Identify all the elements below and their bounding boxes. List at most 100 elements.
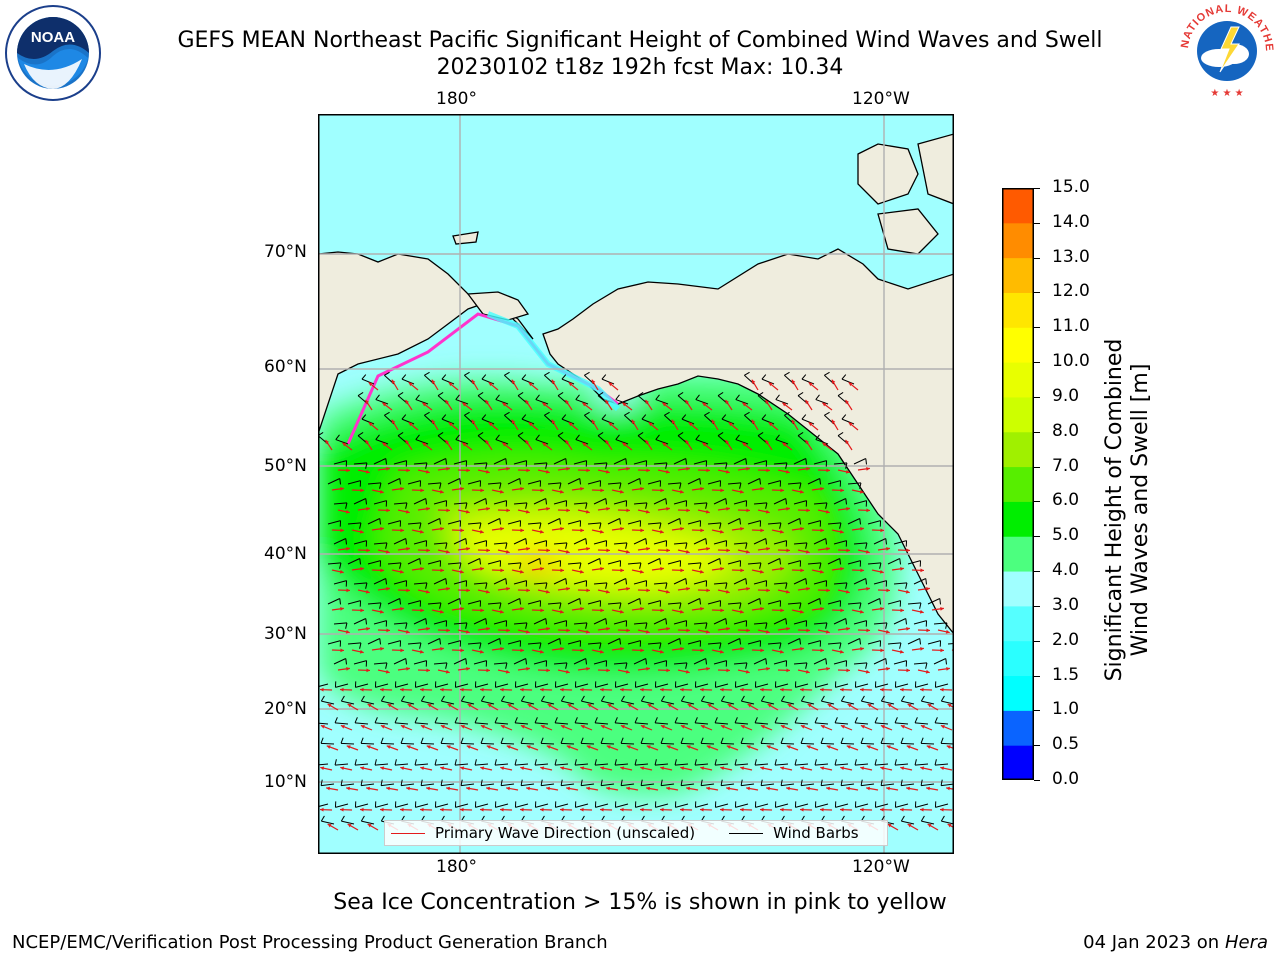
wave-direction-arrowhead — [545, 469, 550, 474]
wave-direction-arrowhead — [565, 399, 570, 404]
wind-barb — [733, 662, 748, 669]
wave-direction-arrowhead — [360, 807, 364, 812]
colorbar-tick-mark — [1034, 257, 1040, 259]
wave-direction-arrowhead — [726, 506, 730, 511]
wind-barb — [573, 658, 588, 665]
wave-direction-arrowhead — [520, 766, 525, 771]
colorbar-segment — [1002, 396, 1034, 433]
wind-barb — [433, 662, 448, 669]
wave-direction-arrowhead — [940, 766, 945, 771]
wave-direction-arrowhead — [419, 649, 424, 654]
wave-direction-arrowhead — [600, 488, 604, 493]
wind-barb — [587, 522, 602, 529]
wave-direction-arrowhead — [566, 745, 571, 749]
wave-direction-arrowhead — [667, 703, 672, 708]
wind-barb — [840, 695, 855, 705]
wave-direction-arrowhead — [865, 669, 870, 674]
colorbar-tick-label: 12.0 — [1052, 281, 1090, 302]
wind-barb — [487, 482, 502, 489]
wave-direction-arrowhead — [488, 422, 493, 427]
wind-barb — [834, 759, 849, 766]
wind-barb — [735, 394, 749, 405]
wind-barb — [693, 538, 708, 545]
wave-direction-arrowhead — [659, 529, 664, 534]
colorbar-tick-mark — [1034, 327, 1040, 329]
wave-direction-arrowhead — [900, 807, 904, 812]
wave-direction-arrowhead — [440, 687, 444, 692]
wave-direction-arrowhead — [740, 766, 745, 771]
wind-barb — [487, 602, 502, 609]
wind-barb — [807, 520, 822, 527]
wind-barb — [753, 538, 768, 545]
wave-direction-arrowhead — [645, 509, 650, 514]
wind-barb — [535, 434, 549, 445]
wave-direction-arrowhead — [766, 745, 771, 749]
wave-direction-arrowhead — [386, 466, 390, 471]
wind-barb — [467, 600, 482, 607]
wind-barb — [573, 580, 588, 587]
wind-barb — [547, 482, 562, 489]
wind-barb — [914, 801, 929, 808]
wave-direction-arrowhead — [899, 649, 904, 654]
wind-barb — [753, 460, 768, 467]
wave-direction-arrowhead — [466, 745, 471, 749]
wave-direction-arrowhead — [860, 807, 864, 812]
wave-direction-arrowhead — [500, 687, 504, 692]
wave-direction-arrowhead — [446, 745, 451, 749]
wave-direction-arrowhead — [380, 568, 384, 573]
wind-barb — [340, 737, 355, 745]
wave-direction-arrowhead — [686, 466, 690, 471]
wind-barb — [473, 582, 488, 589]
colorbar-segment — [1002, 710, 1034, 746]
wind-barb — [720, 695, 735, 705]
wind-barb — [774, 717, 789, 725]
wave-direction-arrowhead — [620, 568, 624, 573]
wave-direction-arrowhead — [380, 526, 384, 531]
wave-direction-arrowhead — [860, 646, 864, 651]
wave-direction-arrowhead — [326, 745, 331, 749]
wind-barb — [574, 759, 589, 766]
wind-barb — [374, 759, 389, 766]
wind-barb — [667, 518, 682, 525]
wind-barb — [694, 759, 709, 766]
wave-direction-arrowhead — [525, 439, 530, 444]
wind-barb — [920, 815, 935, 825]
wind-barb — [493, 458, 508, 465]
lon-label-top-120w: 120°W — [852, 89, 910, 109]
wave-direction-arrowhead — [826, 588, 830, 593]
wave-direction-arrowhead — [880, 528, 884, 533]
wind-barb — [367, 602, 382, 609]
wind-barb — [694, 681, 709, 688]
wave-direction-arrowhead — [346, 666, 350, 671]
wind-barb — [540, 737, 555, 745]
wind-barb — [934, 801, 949, 808]
wind-barb — [773, 618, 788, 625]
wave-direction-arrowhead — [780, 608, 784, 613]
map-legend: Primary Wave Direction (unscaled) Wind B… — [384, 820, 888, 846]
wave-direction-arrowhead — [845, 399, 850, 404]
wave-direction-arrowhead — [640, 606, 644, 611]
wind-barb — [440, 737, 455, 745]
wind-barb — [940, 737, 954, 745]
wind-barb — [353, 540, 368, 547]
wave-direction-arrowhead — [445, 669, 450, 674]
wave-direction-arrowhead — [906, 548, 910, 553]
wave-direction-arrowhead — [487, 703, 492, 708]
wind-barb — [614, 759, 629, 766]
wave-direction-arrowhead — [380, 646, 384, 651]
wave-direction-arrowhead — [345, 509, 350, 514]
wind-barb — [667, 602, 682, 609]
wind-barb — [347, 522, 362, 529]
wave-direction-arrowhead — [846, 548, 850, 553]
colorbar-segment — [1002, 745, 1034, 780]
wave-direction-arrowhead — [540, 608, 544, 613]
colorbar-tick-label: 4.0 — [1052, 560, 1080, 581]
wind-barb — [914, 717, 929, 725]
wave-direction-arrowhead — [359, 529, 364, 534]
wind-barb — [494, 717, 509, 725]
graticule — [318, 114, 954, 854]
wave-direction-arrowhead — [920, 766, 925, 771]
wind-barb — [847, 602, 862, 609]
wave-direction-arrowhead — [706, 786, 710, 791]
wave-direction-arrowhead — [726, 786, 730, 791]
